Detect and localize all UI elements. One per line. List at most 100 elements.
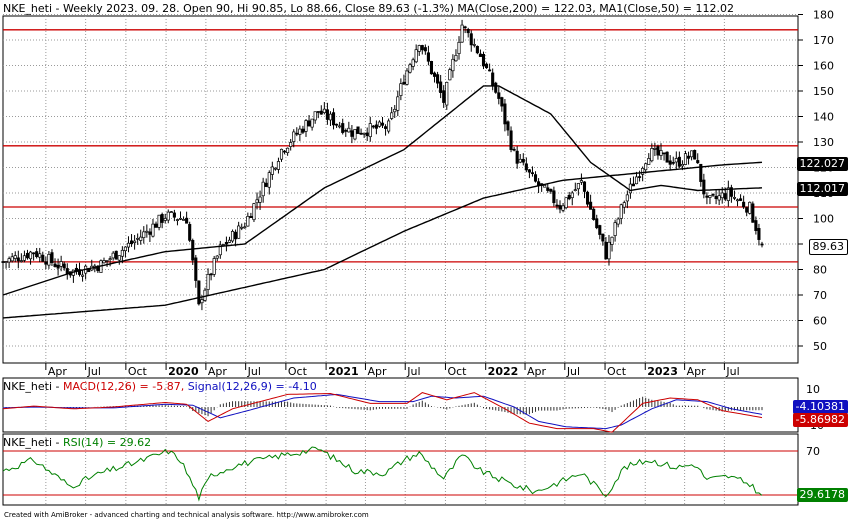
- candle-body: [341, 123, 345, 133]
- candle-body: [518, 158, 522, 163]
- candle-body: [564, 197, 568, 209]
- candle-body: [371, 125, 375, 128]
- candle-body: [650, 148, 654, 162]
- candle-body: [28, 251, 33, 260]
- candle-body: [175, 219, 179, 221]
- candle-body: [148, 231, 152, 235]
- candle-body: [136, 237, 140, 240]
- candle-body: [647, 158, 651, 165]
- candle-body: [47, 253, 51, 266]
- x-tick-label: Apr: [687, 365, 707, 378]
- candle-body: [230, 231, 235, 242]
- candle-body: [442, 90, 446, 103]
- candle-body: [261, 181, 265, 197]
- candle-body: [613, 222, 617, 236]
- candle-body: [353, 129, 357, 140]
- candle-body: [693, 149, 697, 160]
- candle-body: [717, 195, 721, 201]
- candle-body: [739, 198, 743, 201]
- candle-body: [390, 112, 394, 119]
- candle-body: [139, 236, 143, 241]
- candle-body: [335, 123, 339, 126]
- candle-body: [619, 204, 623, 219]
- candle-body: [595, 218, 599, 229]
- candle-body: [503, 103, 507, 125]
- rsi-panel-frame: [2, 433, 799, 506]
- candle-body: [439, 81, 443, 93]
- candle-body: [561, 205, 565, 211]
- candle-body: [628, 183, 632, 194]
- candle-body: [145, 230, 149, 233]
- candle-body: [408, 64, 412, 73]
- candle-body: [212, 258, 216, 275]
- candle-body: [246, 215, 250, 227]
- candle-body: [347, 127, 351, 133]
- candle-body: [206, 273, 210, 290]
- price-panel-frame: [2, 15, 799, 364]
- candle-body: [625, 194, 629, 202]
- candle-body: [751, 203, 755, 223]
- candle-body: [641, 167, 645, 175]
- candle-body: [301, 128, 305, 133]
- candle-body: [292, 131, 296, 142]
- candle-body: [108, 258, 112, 260]
- candle-body: [601, 233, 605, 242]
- candle-body: [120, 249, 124, 257]
- candle-body: [720, 192, 724, 199]
- candle-body: [237, 225, 241, 239]
- candle-body: [362, 132, 366, 135]
- candle-body: [426, 52, 430, 62]
- candle-body: [215, 255, 219, 259]
- candle-body: [760, 243, 764, 246]
- candle-body: [307, 120, 311, 127]
- candle-body: [157, 214, 161, 228]
- candle-body: [653, 148, 657, 150]
- x-tick-label: 2023: [647, 365, 678, 378]
- candle-body: [16, 257, 20, 262]
- candle-body: [77, 269, 82, 275]
- footer-credit: Created with AmiBroker - advanced charti…: [4, 511, 369, 519]
- candle-body: [338, 125, 342, 128]
- x-tick-label: 2021: [328, 365, 359, 378]
- candle-body: [59, 261, 63, 267]
- candle-body: [638, 176, 642, 178]
- ma50-value-tag: 112.017: [796, 182, 848, 196]
- macd-header: NKE_heti - MACD(12,26) = -5.87, Signal(1…: [3, 380, 317, 393]
- candle-body: [44, 261, 48, 265]
- x-tick-label: Oct: [447, 365, 467, 378]
- candle-body: [182, 218, 186, 221]
- x-tick-label: Apr: [48, 365, 68, 378]
- symbol-label: NKE_heti: [3, 2, 53, 15]
- candle-body: [463, 26, 467, 29]
- candle-body: [699, 163, 703, 182]
- candle-body: [475, 45, 479, 54]
- candle-body: [512, 148, 516, 151]
- candle-body: [19, 260, 23, 262]
- candle-body: [166, 211, 170, 221]
- candle-body: [7, 258, 11, 263]
- ma200-value-tag: 122.027: [796, 157, 848, 171]
- candle-body: [436, 74, 440, 84]
- candle-body: [399, 83, 403, 96]
- candle-body: [656, 146, 660, 156]
- candle-body: [622, 202, 626, 208]
- x-tick-label: 2022: [488, 365, 519, 378]
- candle-body: [224, 242, 228, 245]
- x-tick-label: Jul: [87, 365, 101, 378]
- candle-body: [129, 240, 134, 245]
- macd-value-tag: -5.86982: [792, 413, 848, 427]
- x-tick-label: Jul: [725, 365, 739, 378]
- candle-body: [22, 255, 26, 261]
- x-tick-label: Apr: [527, 365, 547, 378]
- ma200-legend: MA(Close,200) = 122.03: [457, 2, 593, 15]
- candle-body: [243, 226, 247, 229]
- candle-body: [286, 147, 290, 154]
- candle-body: [1, 261, 5, 263]
- candle-body: [191, 240, 195, 261]
- candle-body: [53, 263, 57, 267]
- x-tick-label: Oct: [607, 365, 627, 378]
- candle-body: [705, 195, 709, 198]
- rsi-legend: RSI(14) = 29.62: [62, 436, 152, 449]
- candle-body: [677, 156, 681, 167]
- candle-body: [567, 194, 571, 200]
